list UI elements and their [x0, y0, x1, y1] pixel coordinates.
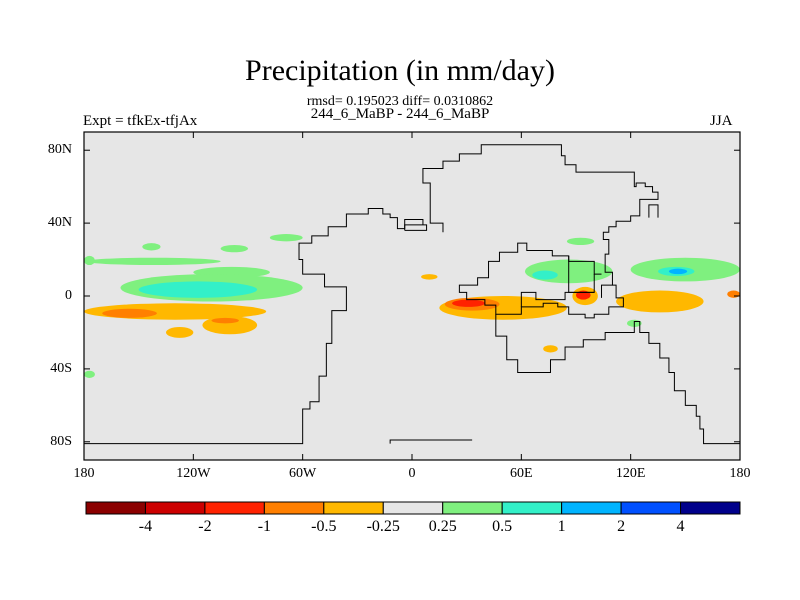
colorbar-swatch-3	[263, 501, 325, 515]
precip-patch-8	[211, 317, 239, 324]
colorbar-label-9: 4	[676, 518, 685, 535]
colorbar-label-6: 0.5	[492, 518, 513, 535]
precip-fields	[84, 234, 740, 378]
colorbar-swatch-9	[620, 501, 682, 515]
x-tick-label-2: 60W	[289, 466, 317, 481]
precip-patch-26	[543, 345, 558, 353]
season-label: JJA	[710, 113, 733, 129]
coastline-iceland	[404, 224, 428, 231]
y-tick-label-3: 40S	[50, 360, 72, 376]
colorbar-label-7: 1	[557, 518, 566, 535]
colorbar-swatch-2	[204, 501, 265, 515]
precip-patch-12	[84, 255, 95, 266]
coastlines	[84, 144, 740, 445]
colorbar-swatch-0	[85, 501, 146, 515]
precip-patch-24	[668, 268, 688, 275]
precip-patch-10	[220, 244, 248, 253]
precip-patch-25	[566, 237, 595, 245]
coastline-americas-coast	[84, 208, 424, 445]
colorbar-swatch-5	[382, 501, 444, 515]
precip-patch-21	[616, 290, 704, 313]
y-tick-label-4: 80S	[50, 433, 72, 449]
precip-patch-18	[452, 299, 485, 307]
precip-patch-15	[532, 270, 558, 280]
colorbar-label-8: 2	[617, 518, 626, 535]
colorbar-swatch-7	[501, 501, 563, 515]
coastline-africa-south	[495, 314, 740, 445]
axis-ticks	[83, 132, 741, 460]
coastline-japan	[648, 204, 659, 218]
y-tick-label-0: 80N	[47, 142, 72, 158]
x-tick-label-4: 60E	[510, 466, 533, 481]
colorbar-swatch-10	[680, 501, 741, 515]
colorbar-label-4: -0.25	[366, 518, 400, 535]
precip-patch-28	[727, 290, 740, 298]
colorbar-label-5: 0.25	[428, 518, 457, 535]
precip-patch-13	[84, 370, 95, 378]
x-tick-label-1: 120W	[176, 466, 211, 481]
precip-patch-7	[166, 326, 194, 338]
chart-title: Precipitation (in mm/day)	[245, 54, 555, 87]
precip-patch-11	[269, 234, 303, 242]
coastline-east-asia-coast	[601, 284, 613, 298]
chart-subtitle: 244_6_MaBP - 244_6_MaBP	[310, 106, 490, 122]
colorbar-swatch-1	[144, 501, 206, 515]
colorbar-label-2: -1	[257, 518, 272, 535]
chart-stats: rmsd= 0.195023 diff= 0.0310862	[306, 94, 494, 109]
precip-patch-5	[102, 308, 157, 318]
x-tick-label-0: 180	[73, 466, 95, 481]
colorbar-swatch-4	[323, 501, 384, 515]
colorbar-label-3: -0.5	[311, 518, 337, 535]
colorbar-swatch-8	[561, 501, 622, 515]
x-tick-label-5: 120E	[615, 466, 646, 481]
colorbar-label-0: -4	[138, 518, 153, 535]
precip-patch-0	[85, 257, 221, 266]
experiment-label: Expt = tfkEx-tfjAx	[83, 113, 198, 129]
colorbar-label-1: -2	[198, 518, 212, 535]
y-tick-label-1: 40N	[47, 215, 72, 231]
x-tick-label-6: 180	[729, 466, 751, 481]
colorbar-swatch-6	[442, 501, 503, 515]
precip-patch-29	[421, 274, 438, 280]
coastline-sea-box	[520, 291, 595, 307]
x-tick-label-3: 0	[408, 466, 416, 481]
precip-patch-3	[138, 281, 258, 298]
colorbar	[85, 501, 741, 515]
precip-patch-9	[142, 243, 161, 251]
coastline-eurasia-coast	[389, 439, 473, 444]
y-tick-label-2: 0	[65, 288, 72, 303]
